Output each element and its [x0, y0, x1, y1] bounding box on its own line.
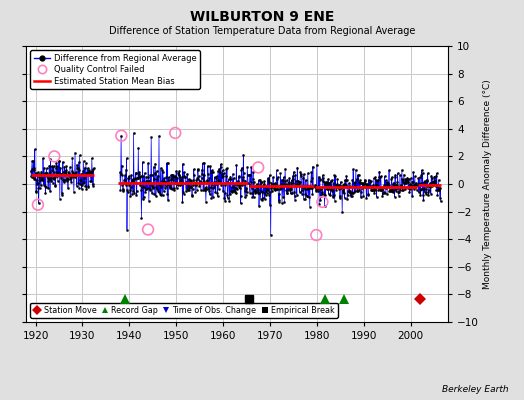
Point: [254, 164, 263, 171]
Point: [144, 226, 152, 233]
Point: [50, 153, 59, 160]
Text: Difference of Station Temperature Data from Regional Average: Difference of Station Temperature Data f…: [109, 26, 415, 36]
Point: [117, 132, 126, 139]
Legend: Station Move, Record Gap, Time of Obs. Change, Empirical Break: Station Move, Record Gap, Time of Obs. C…: [30, 302, 338, 318]
Text: WILBURTON 9 ENE: WILBURTON 9 ENE: [190, 10, 334, 24]
Point: [34, 202, 42, 208]
Y-axis label: Monthly Temperature Anomaly Difference (°C): Monthly Temperature Anomaly Difference (…: [483, 79, 492, 289]
Point: [318, 199, 326, 205]
Text: Berkeley Earth: Berkeley Earth: [442, 385, 508, 394]
Point: [171, 130, 179, 136]
Point: [312, 232, 321, 238]
